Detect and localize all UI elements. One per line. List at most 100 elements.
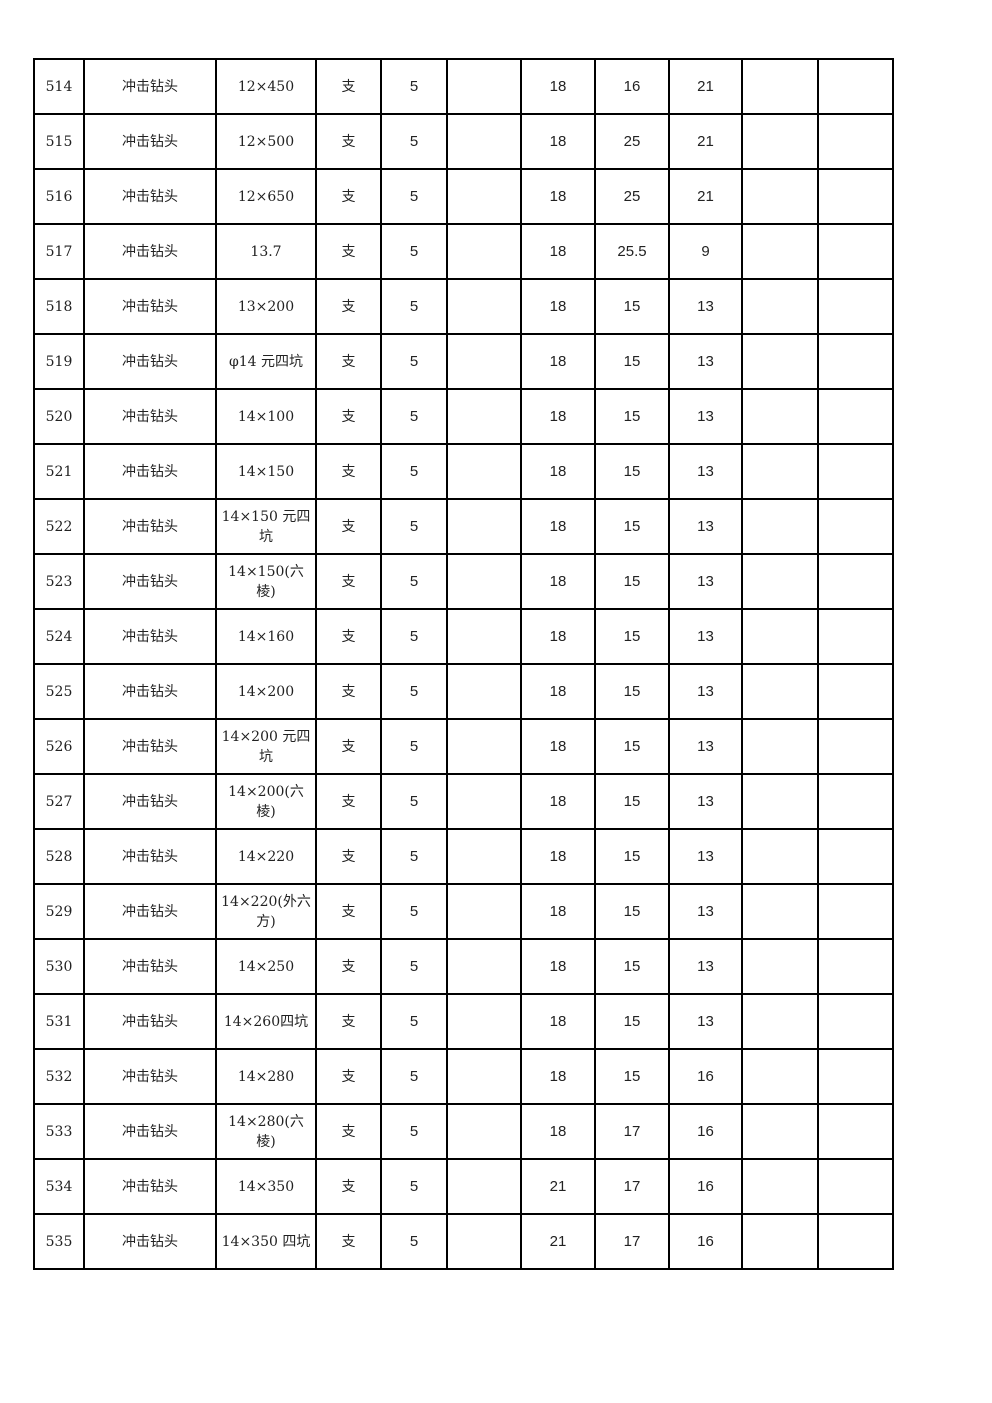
value-a: 18 [520,278,596,335]
item-name: 冲击钻头 [83,663,217,720]
item-name: 冲击钻头 [83,883,217,940]
blank-cell [817,388,894,445]
item-unit: 支 [315,278,382,335]
item-unit: 支 [315,168,382,225]
item-name: 冲击钻头 [83,553,217,610]
blank-cell [817,58,894,115]
item-unit: 支 [315,1048,382,1105]
item-qty: 5 [380,223,448,280]
item-qty: 5 [380,553,448,610]
item-spec: 12×450 [215,58,317,115]
item-unit: 支 [315,223,382,280]
item-unit: 支 [315,333,382,390]
table-row: 525 冲击钻头 14×200 支 5 18 15 13 [33,663,894,720]
row-number: 528 [33,828,85,885]
blank-cell [446,938,522,995]
item-spec: 14×160 [215,608,317,665]
value-b: 25.5 [594,223,670,280]
blank-cell [446,718,522,775]
item-name: 冲击钻头 [83,223,217,280]
row-number: 514 [33,58,85,115]
item-spec: 12×650 [215,168,317,225]
blank-cell [741,1048,819,1105]
item-spec: 14×200 元四坑 [215,718,317,775]
value-b: 16 [594,58,670,115]
blank-cell [446,773,522,830]
item-unit: 支 [315,1158,382,1215]
value-b: 15 [594,663,670,720]
table-row: 532 冲击钻头 14×280 支 5 18 15 16 [33,1048,894,1105]
item-name: 冲击钻头 [83,828,217,885]
value-c: 13 [668,553,743,610]
row-number: 523 [33,553,85,610]
table-row: 515 冲击钻头 12×500 支 5 18 25 21 [33,113,894,170]
item-qty: 5 [380,443,448,500]
blank-cell [817,938,894,995]
row-number: 515 [33,113,85,170]
item-qty: 5 [380,333,448,390]
table-row: 528 冲击钻头 14×220 支 5 18 15 13 [33,828,894,885]
blank-cell [741,773,819,830]
item-name: 冲击钻头 [83,718,217,775]
table-row: 530 冲击钻头 14×250 支 5 18 15 13 [33,938,894,995]
item-name: 冲击钻头 [83,1103,217,1160]
blank-cell [741,443,819,500]
item-spec: 14×200(六棱) [215,773,317,830]
value-a: 18 [520,993,596,1050]
item-name: 冲击钻头 [83,388,217,445]
item-unit: 支 [315,993,382,1050]
value-c: 21 [668,113,743,170]
value-b: 25 [594,168,670,225]
value-a: 18 [520,333,596,390]
table-row: 535 冲击钻头 14×350 四坑支 5 21 17 16 [33,1213,894,1270]
value-b: 15 [594,1048,670,1105]
table-row: 531 冲击钻头 14×260四坑支 5 18 15 13 [33,993,894,1050]
value-b: 17 [594,1213,670,1270]
value-a: 18 [520,113,596,170]
table-row: 518 冲击钻头 13×200 支 5 18 15 13 [33,278,894,335]
row-number: 527 [33,773,85,830]
item-spec: 14×350 [215,1158,317,1215]
value-c: 16 [668,1213,743,1270]
value-b: 15 [594,608,670,665]
blank-cell [741,168,819,225]
item-qty: 5 [380,388,448,445]
item-qty: 5 [380,663,448,720]
item-name: 冲击钻头 [83,333,217,390]
blank-cell [446,883,522,940]
item-name: 冲击钻头 [83,443,217,500]
table-row: 523 冲击钻头 14×150(六棱) 支 5 18 15 13 [33,553,894,610]
item-spec: φ14 元四坑 [215,333,317,390]
blank-cell [741,498,819,555]
row-number: 516 [33,168,85,225]
value-a: 18 [520,828,596,885]
blank-cell [446,498,522,555]
value-a: 18 [520,223,596,280]
table-row: 529 冲击钻头 14×220(外六方) 支 5 18 15 13 [33,883,894,940]
value-c: 13 [668,333,743,390]
item-spec: 14×200 [215,663,317,720]
blank-cell [446,663,522,720]
item-name: 冲击钻头 [83,938,217,995]
row-number: 521 [33,443,85,500]
blank-cell [741,1213,819,1270]
blank-cell [817,113,894,170]
blank-cell [446,993,522,1050]
item-spec: 14×280(六棱) [215,1103,317,1160]
value-b: 25 [594,113,670,170]
blank-cell [446,113,522,170]
value-b: 17 [594,1158,670,1215]
value-c: 16 [668,1103,743,1160]
price-table: 514 冲击钻头 12×450 支 5 18 16 21 515 冲击钻头 12×500 支 5 18 25… [33,58,894,1270]
item-name: 冲击钻头 [83,278,217,335]
item-qty: 5 [380,168,448,225]
item-unit: 支 [315,1103,382,1160]
blank-cell [446,58,522,115]
value-c: 13 [668,443,743,500]
blank-cell [817,663,894,720]
item-qty: 5 [380,498,448,555]
table-row: 520 冲击钻头 14×100 支 5 18 15 13 [33,388,894,445]
value-a: 18 [520,498,596,555]
table-row: 522 冲击钻头 14×150 元四坑支 5 18 15 13 [33,498,894,555]
item-spec: 14×250 [215,938,317,995]
